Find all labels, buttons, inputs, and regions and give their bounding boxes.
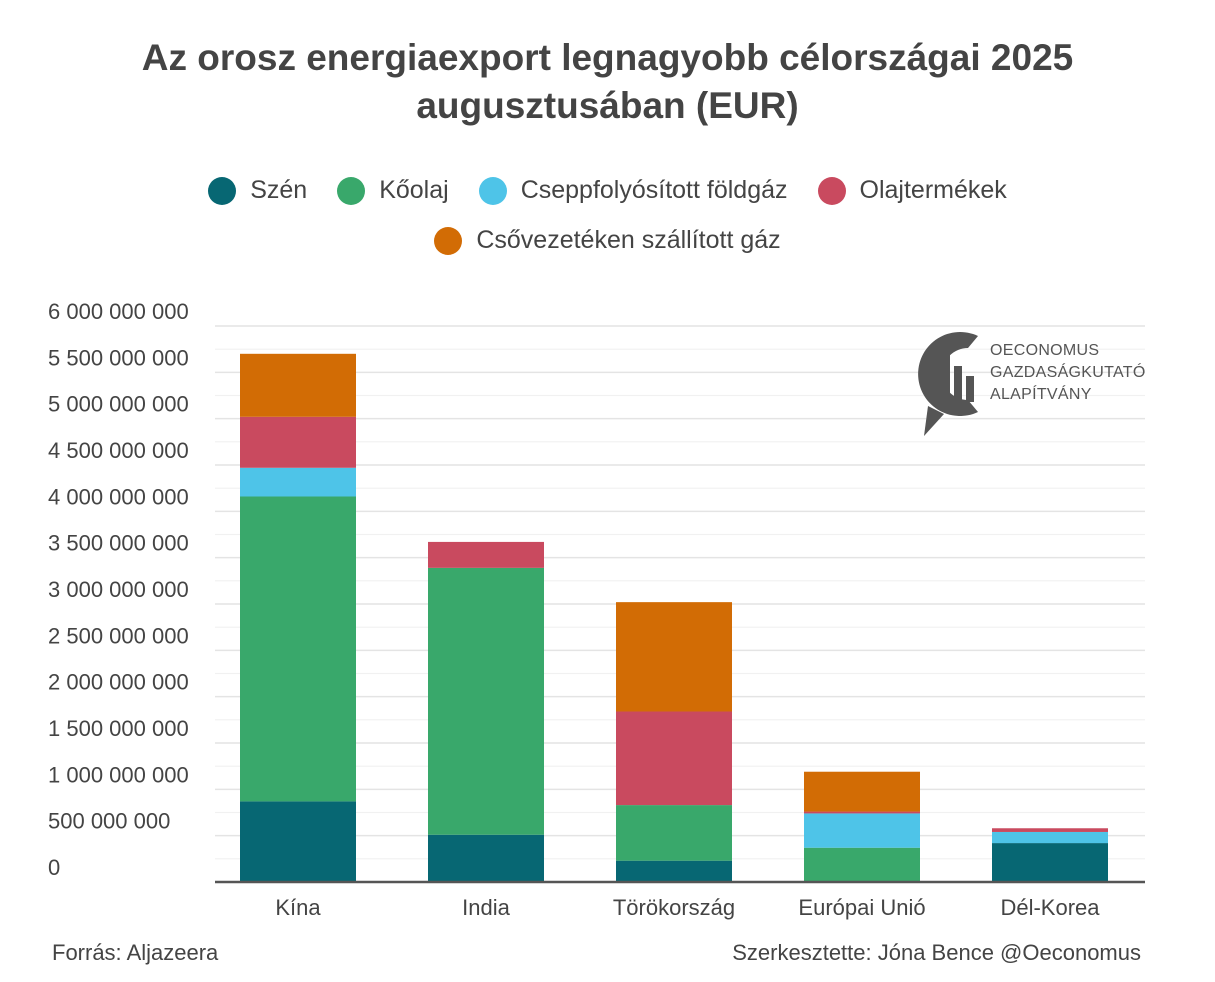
logo-line-1: OECONOMUS: [990, 342, 1100, 359]
bar-segment: [616, 860, 732, 882]
legend-swatch-lng: [478, 176, 507, 205]
bar-segment: [240, 801, 356, 882]
legend-label-koolaj: Kőolaj: [379, 176, 449, 204]
bar-segment: [240, 467, 356, 497]
x-tick-label: Törökország: [613, 895, 735, 920]
legend-label-olajtermekek: Olajtermékek: [859, 176, 1007, 204]
y-tick-label: 6 000 000 000: [48, 299, 189, 324]
legend-label-szen: Szén: [250, 176, 308, 204]
legend-item-szen[interactable]: Szén: [208, 176, 307, 205]
logo-line-2: GAZDASÁGKUTATÓ: [990, 364, 1146, 381]
y-tick-label: 2 000 000 000: [48, 670, 189, 695]
source-note: Forrás: Aljazeera: [52, 940, 219, 965]
legend-swatch-szen: [208, 176, 237, 205]
legend-item-olajtermekek[interactable]: Olajtermékek: [817, 176, 1007, 205]
y-tick-label: 4 500 000 000: [48, 438, 189, 463]
x-tick-label: India: [462, 895, 510, 920]
bar-segment: [428, 541, 544, 568]
oeconomus-logo-text: OECONOMUS GAZDASÁGKUTATÓ ALAPÍTVÁNY: [990, 340, 1146, 406]
bar-segment: [240, 353, 356, 417]
y-tick-label: 4 000 000 000: [48, 484, 189, 509]
legend-item-lng[interactable]: Cseppfolyósított földgáz: [478, 176, 788, 205]
legend-swatch-csovezetek: [434, 226, 463, 255]
legend-swatch-koolaj: [337, 176, 366, 205]
legend-item-csovezetek[interactable]: Csővezetéken szállított gáz: [434, 226, 781, 255]
bar-segment: [804, 771, 920, 812]
legend-row-1: Szén Kőolaj Cseppfolyósított földgáz Ola…: [0, 176, 1215, 205]
bar-segment: [804, 811, 920, 814]
bar-segment: [804, 813, 920, 848]
bar-segment: [992, 843, 1108, 882]
legend-item-koolaj[interactable]: Kőolaj: [337, 176, 449, 205]
chart-title-line2: augusztusában (EUR): [416, 85, 799, 126]
bar-segment: [616, 711, 732, 806]
chart-title-line1: Az orosz energiaexport legnagyobb célors…: [141, 37, 1074, 78]
y-tick-label: 2 500 000 000: [48, 623, 189, 648]
x-tick-label: Kína: [275, 895, 321, 920]
legend-label-lng: Cseppfolyósított földgáz: [520, 176, 788, 204]
y-tick-label: 3 000 000 000: [48, 577, 189, 602]
y-tick-label: 500 000 000: [48, 809, 170, 834]
legend-label-csovezetek: Csővezetéken szállított gáz: [476, 226, 781, 254]
y-tick-label: 3 500 000 000: [48, 531, 189, 556]
y-tick-label: 1 000 000 000: [48, 762, 189, 787]
legend-swatch-olajtermekek: [817, 176, 846, 205]
bar-segment: [240, 496, 356, 802]
bar-segment: [428, 834, 544, 882]
oeconomus-logo: OECONOMUS GAZDASÁGKUTATÓ ALAPÍTVÁNY: [906, 326, 1156, 438]
bar-segment: [992, 831, 1108, 844]
x-tick-label: Európai Unió: [798, 895, 925, 920]
bar-segment: [616, 602, 732, 712]
logo-line-3: ALAPÍTVÁNY: [990, 386, 1092, 403]
oeconomus-logo-icon: [918, 332, 978, 436]
bar-segment: [992, 828, 1108, 832]
y-tick-label: 1 500 000 000: [48, 716, 189, 741]
y-tick-label: 5 000 000 000: [48, 392, 189, 417]
y-tick-label: 5 500 000 000: [48, 345, 189, 370]
bar-segment: [616, 805, 732, 861]
legend-row-2: Csővezetéken szállított gáz: [0, 226, 1215, 255]
editor-note: Szerkesztette: Jóna Bence @Oeconomus: [732, 940, 1141, 965]
bar-segment: [240, 416, 356, 468]
chart-title: Az orosz energiaexport legnagyobb célors…: [0, 34, 1215, 130]
bar-segment: [428, 567, 544, 835]
x-tick-label: Dél-Korea: [1000, 895, 1100, 920]
bar-segment: [804, 847, 920, 882]
y-tick-label: 0: [48, 855, 60, 880]
